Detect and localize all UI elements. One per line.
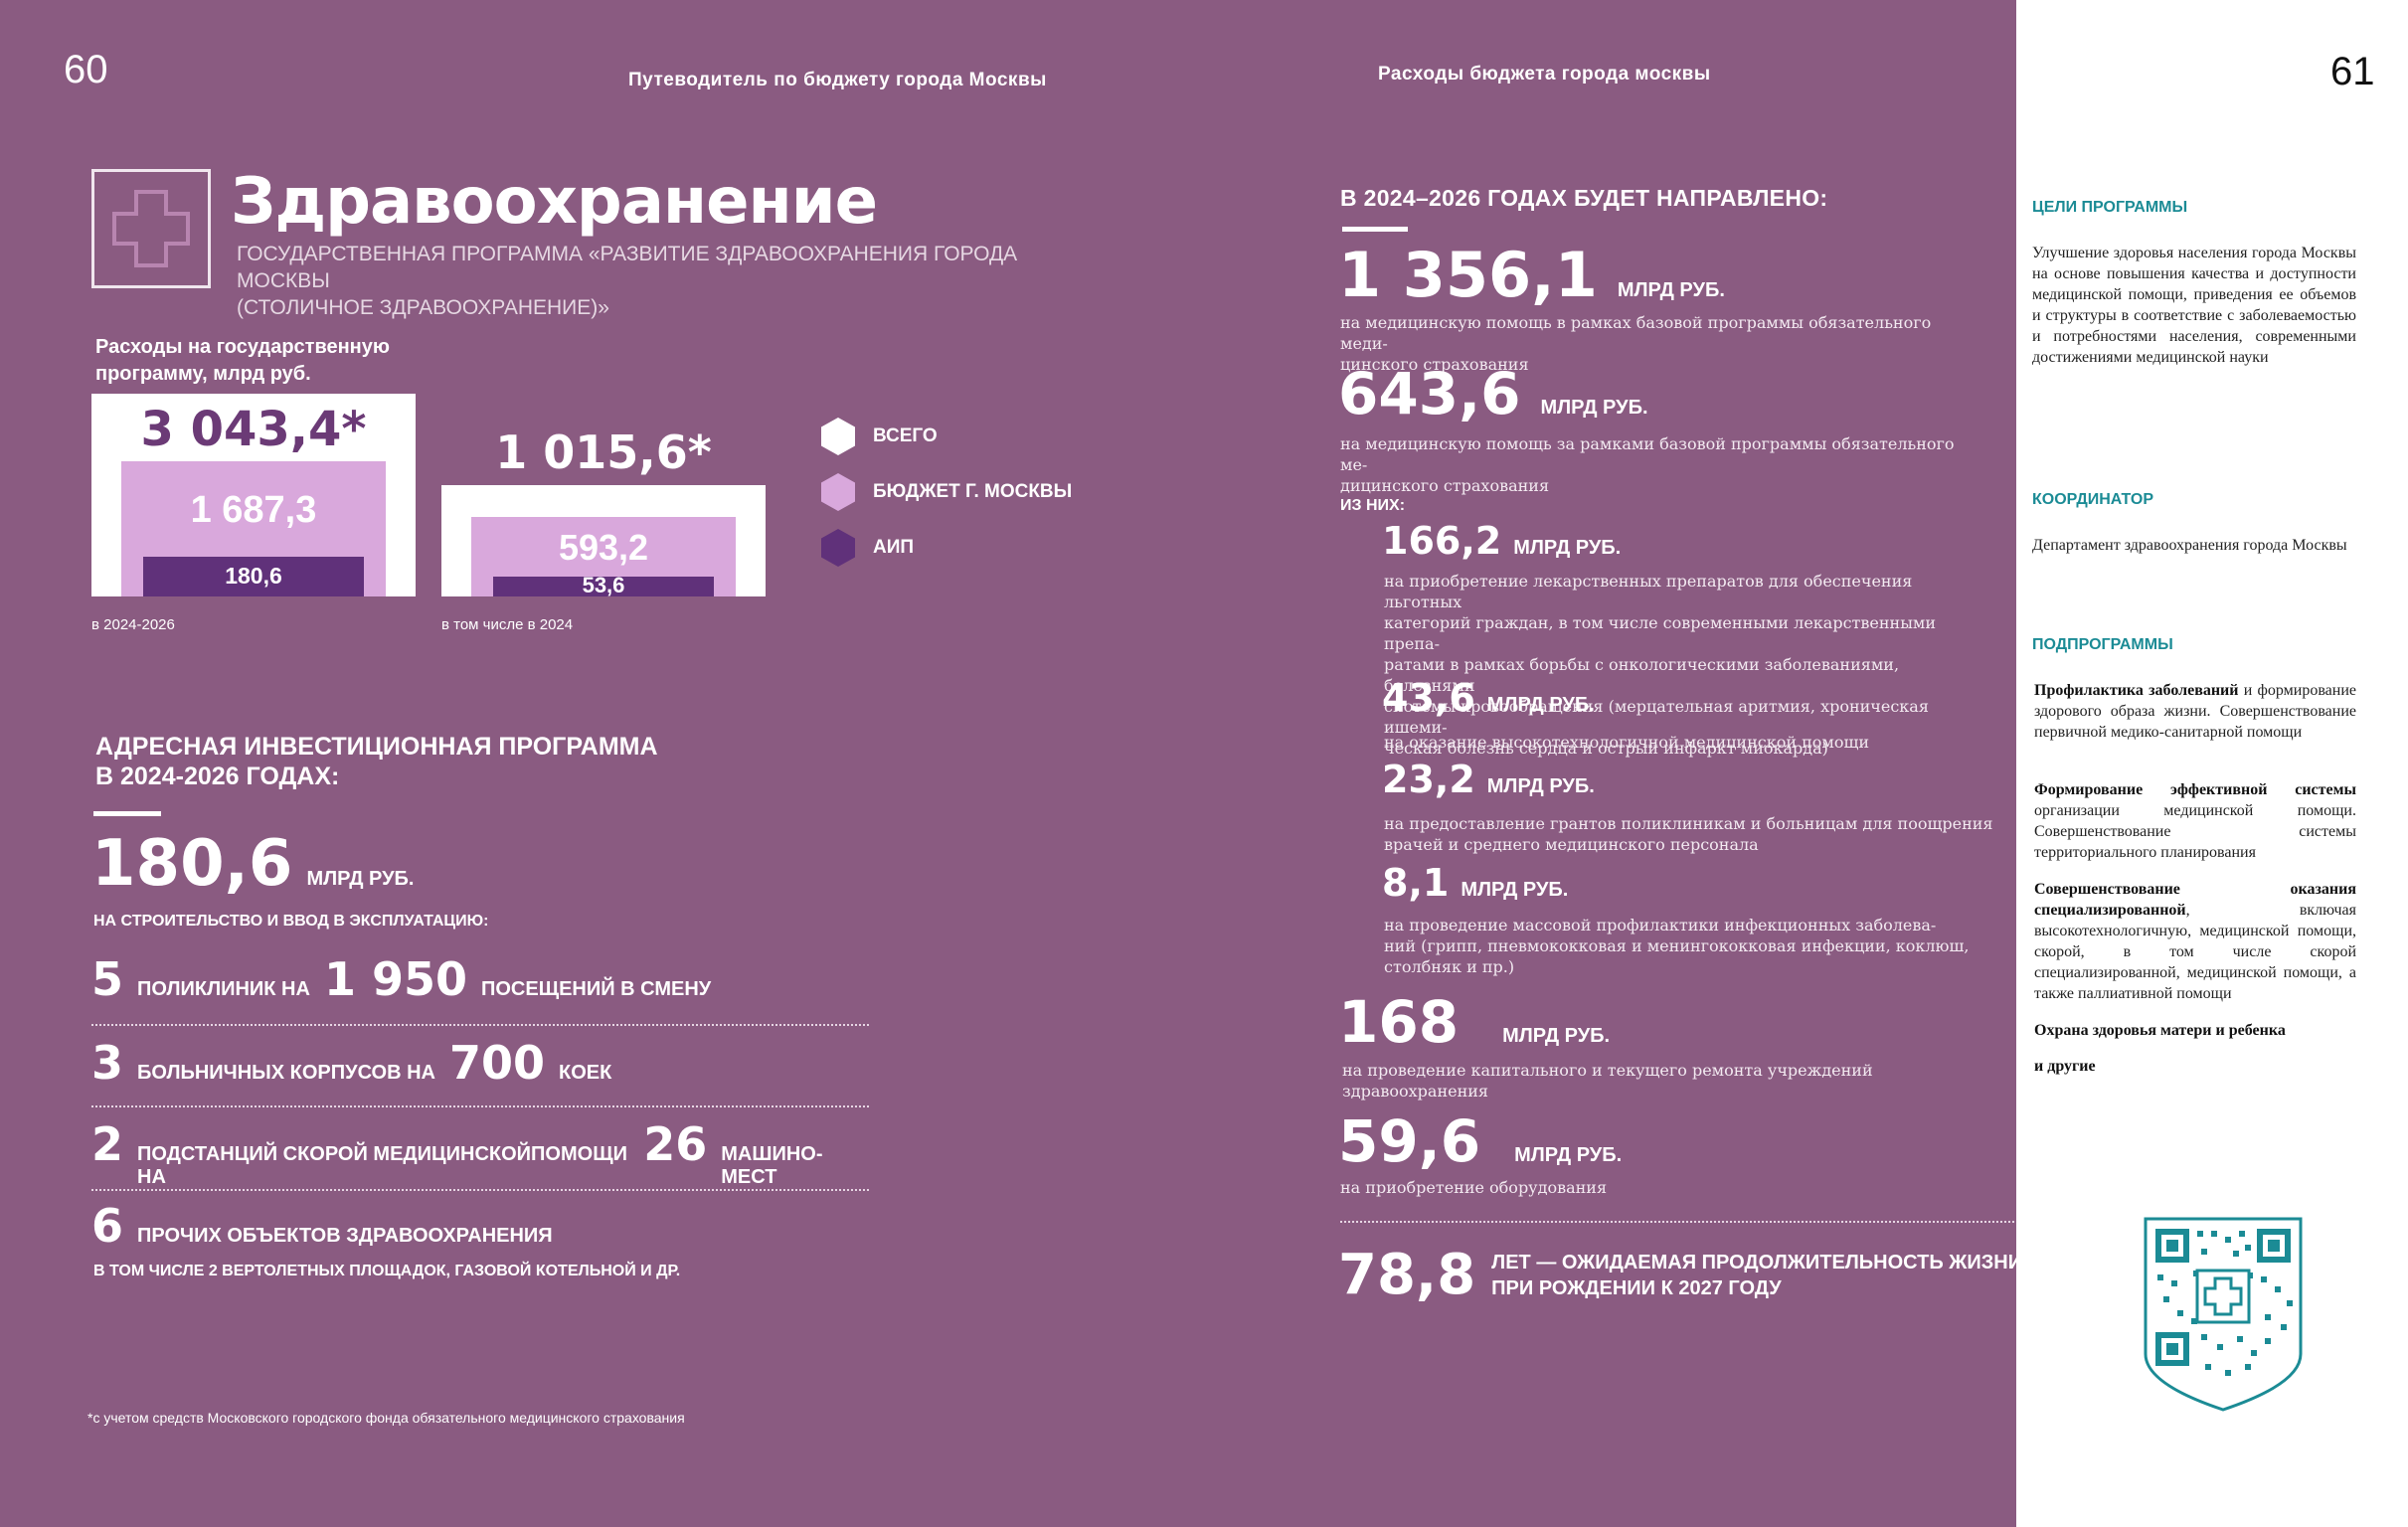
page-title: Здравоохранение	[231, 165, 878, 239]
subprograms-heading: ПОДПРОГРАММЫ	[2032, 636, 2173, 653]
dotted-divider	[1340, 1221, 2014, 1223]
bar-aip	[493, 577, 714, 596]
program-subtitle: ГОСУДАРСТВЕННАЯ ПРОГРАММА «РАЗВИТИЕ ЗДРА…	[237, 243, 1018, 319]
of-them-label: ИЗ НИХ:	[1340, 497, 1406, 514]
chart-group-caption: в том числе в 2024	[441, 616, 574, 633]
legend-item-total: ВСЕГО	[821, 418, 1072, 455]
running-header-left: Путеводитель по бюджету города Москвы	[628, 70, 1047, 90]
sub-amount-description: на оказание высокотехнологичной медицинс…	[1384, 733, 1869, 752]
sub-amount: 23,2 МЛРД РУБ.	[1382, 758, 1595, 801]
running-header-right: Расходы бюджета города москвы	[1378, 64, 1711, 85]
amount-description: на медицинскую помощь в рамках базовой п…	[1340, 313, 1932, 374]
subprogram-item: Охрана здоровья матери и ребенка	[2034, 1022, 2286, 1039]
sub-amount-description: на проведение массовой профилактики инфе…	[1384, 916, 1970, 976]
goals-text: Улучшение здоровья населения города Моск…	[2032, 245, 2356, 366]
left-purple-panel	[0, 0, 2016, 1527]
sub-amount: 43,6 МЛРД РУБ.	[1382, 676, 1595, 720]
facility-row: 6 ПРОЧИХ ОБЪЕКТОВ ЗДРАВООХРАНЕНИЯ	[91, 1199, 553, 1253]
medical-cross-icon	[91, 169, 211, 288]
directed-heading: В 2024–2026 ГОДАХ БУДЕТ НАПРАВЛЕНО:	[1340, 185, 1828, 211]
sub-amount-description: на предоставление грантов поликлиникам и…	[1384, 814, 1993, 854]
hexagon-icon	[821, 473, 855, 511]
chart-group-2024-2026: 3 043,4* 1 687,3 180,6	[91, 394, 416, 596]
sub-amount: 166,2 МЛРД РУБ.	[1382, 519, 1622, 563]
amount-block: 59,6 МЛРД РУБ.	[1338, 1107, 1623, 1175]
aip-amount: 180,6 МЛРД РУБ.	[91, 827, 415, 901]
coordinator-text: Департамент здравоохранения города Москв…	[2032, 537, 2347, 554]
subprogram-item: Совершенствование оказания специализиров…	[2034, 881, 2356, 1002]
dotted-divider	[91, 1189, 869, 1191]
facility-row: 2 ПОДСТАНЦИЙ СКОРОЙ МЕДИЦИНСКОЙПОМОЩИ НА…	[91, 1117, 823, 1188]
sub-amount: 8,1 МЛРД РУБ.	[1382, 861, 1569, 905]
hexagon-icon	[821, 529, 855, 567]
aip-heading: АДРЕСНАЯ ИНВЕСТИЦИОННАЯ ПРОГРАММА В 2024…	[95, 733, 658, 790]
dotted-divider	[91, 1024, 869, 1026]
hexagon-icon	[821, 418, 855, 455]
chart-group-2024: 593,2 53,6	[441, 485, 766, 597]
facility-note: В ТОМ ЧИСЛЕ 2 ВЕРТОЛЕТНЫХ ПЛОЩАДОК, ГАЗО…	[93, 1263, 681, 1279]
facility-row: 5 ПОЛИКЛИНИК НА 1 950 ПОСЕЩЕНИЙ В СМЕНУ	[91, 952, 712, 1006]
chart-legend: ВСЕГО БЮДЖЕТ Г. МОСКВЫ АИП	[821, 418, 1072, 567]
chart-group-caption: в 2024-2026	[91, 616, 175, 633]
amount-description: на проведение капитального и текущего ре…	[1342, 1061, 1873, 1101]
page-number-left: 60	[64, 48, 108, 91]
amount-block: 168 МЛРД РУБ.	[1338, 988, 1611, 1056]
qr-code-icon[interactable]	[2142, 1215, 2305, 1414]
bar-total-label: 1 015,6*	[495, 425, 712, 479]
goals-heading: ЦЕЛИ ПРОГРАММЫ	[2032, 199, 2188, 216]
amount-block: 643,6 МЛРД РУБ.	[1338, 360, 1648, 427]
amount-block: 1 356,1 МЛРД РУБ.	[1338, 239, 1725, 311]
sub-amount-description: на приобретение лекарственных препаратов…	[1384, 572, 1937, 758]
coordinator-heading: КООРДИНАТОР	[2032, 491, 2154, 508]
aip-purpose: НА СТРОИТЕЛЬСТВО И ВВОД В ЭКСПЛУАТАЦИЮ:	[93, 913, 489, 930]
amount-description: на приобретение оборудования	[1340, 1178, 1608, 1197]
bar-budget-label: 1 687,3	[190, 489, 317, 531]
bar-budget-label: 593,2	[558, 527, 649, 568]
legend-item-aip: АИП	[821, 529, 1072, 567]
bar-total-label: 3 043,4*	[140, 402, 367, 457]
subprogram-item: Формирование эффективной системы организ…	[2034, 781, 2356, 861]
legend-item-budget: БЮДЖЕТ Г. МОСКВЫ	[821, 473, 1072, 511]
page-number-right: 61	[2330, 50, 2375, 93]
facility-row: 3 БОЛЬНИЧНЫХ КОРПУСОВ НА 700 КОЕК	[91, 1036, 612, 1090]
bar-aip	[143, 557, 364, 596]
subprogram-item: Профилактика заболеваний и формирование …	[2034, 682, 2357, 741]
footnote: *с учетом средств Московского городского…	[87, 1410, 685, 1426]
divider	[93, 811, 161, 816]
bar-aip-label: 53,6	[582, 573, 625, 597]
divider	[1342, 227, 1408, 232]
chart-caption: Расходы на государственную программу, мл…	[95, 336, 390, 385]
bar-aip-label: 180,6	[225, 563, 282, 589]
dotted-divider	[91, 1105, 869, 1107]
amount-description: на медицинскую помощь за рамками базовой…	[1340, 434, 1955, 495]
subprogram-item: и другие	[2034, 1058, 2096, 1075]
life-expectancy: 78,8 ЛЕТ — ОЖИДАЕМАЯ ПРОДОЛЖИТЕЛЬНОСТЬ Ж…	[1338, 1243, 2023, 1307]
